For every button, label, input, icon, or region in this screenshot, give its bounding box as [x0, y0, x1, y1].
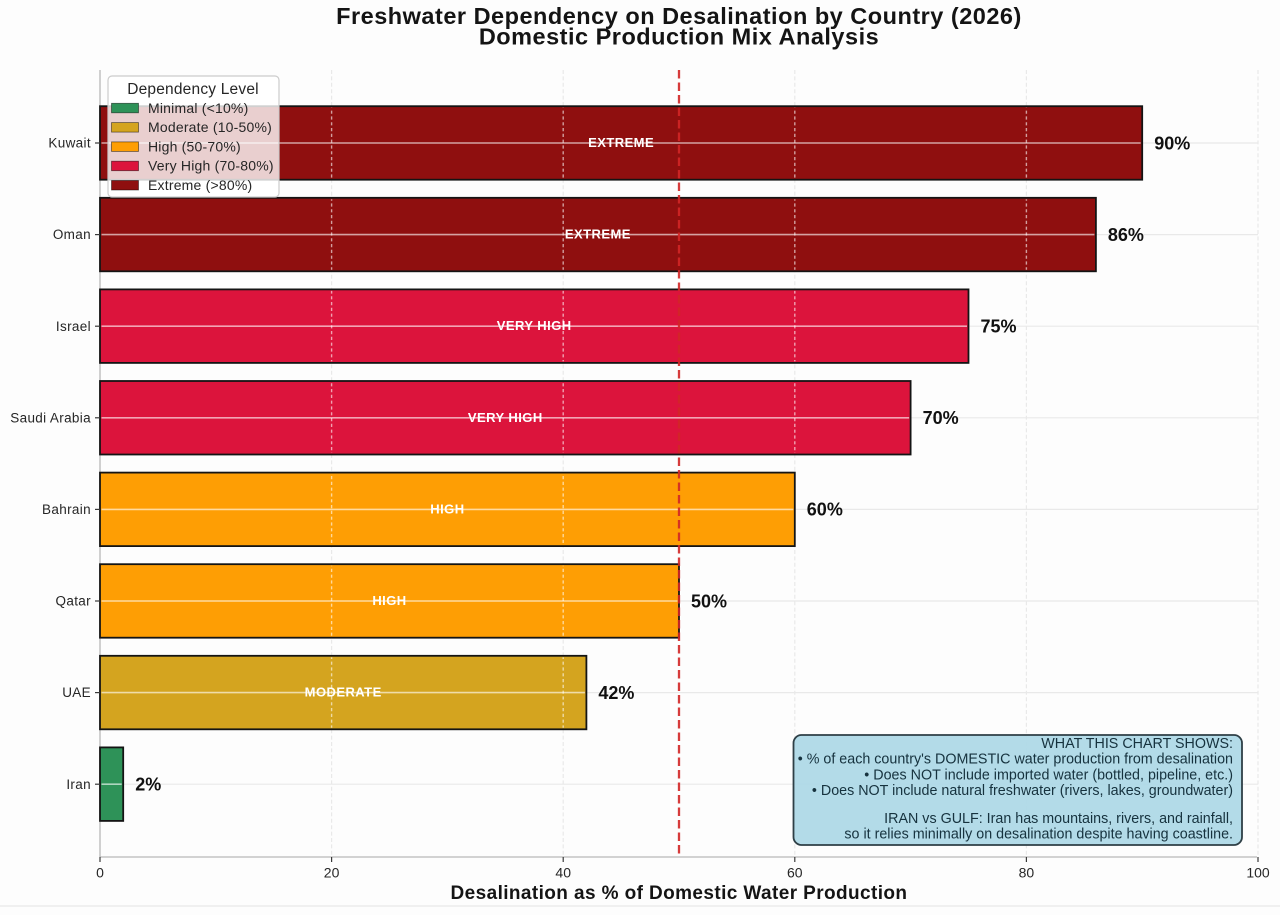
svg-text:90%: 90% [1154, 133, 1190, 153]
svg-text:Saudi Arabia: Saudi Arabia [10, 410, 91, 425]
svg-text:EXTREME: EXTREME [588, 135, 654, 150]
svg-text:Desalination as % of Domestic: Desalination as % of Domestic Water Prod… [451, 883, 908, 904]
svg-text:42%: 42% [598, 683, 634, 703]
svg-text:VERY HIGH: VERY HIGH [497, 318, 572, 333]
svg-text:Minimal (<10%): Minimal (<10%) [148, 100, 248, 116]
svg-text:HIGH: HIGH [372, 593, 406, 608]
svg-text:Qatar: Qatar [55, 594, 91, 609]
svg-text:so it relies minimally on desa: so it relies minimally on desalination d… [844, 827, 1233, 843]
svg-text:• Does NOT include natural fre: • Does NOT include natural freshwater (r… [812, 783, 1233, 799]
svg-text:Iran: Iran [66, 777, 91, 792]
svg-text:Israel: Israel [56, 319, 91, 334]
svg-text:86%: 86% [1108, 225, 1144, 245]
svg-text:HIGH: HIGH [430, 501, 464, 516]
svg-text:Oman: Oman [53, 227, 91, 242]
svg-text:Domestic Production Mix Analys: Domestic Production Mix Analysis [479, 24, 879, 50]
svg-text:EXTREME: EXTREME [565, 227, 631, 242]
svg-text:• Does NOT include imported wa: • Does NOT include imported water (bottl… [864, 767, 1233, 783]
svg-text:2%: 2% [135, 775, 161, 795]
svg-text:VERY HIGH: VERY HIGH [468, 410, 543, 425]
svg-text:Moderate (10-50%): Moderate (10-50%) [148, 119, 272, 135]
svg-text:MODERATE: MODERATE [305, 685, 382, 700]
svg-text:UAE: UAE [62, 685, 91, 700]
svg-text:75%: 75% [981, 317, 1017, 337]
svg-text:Freshwater Dependency on Desal: Freshwater Dependency on Desalination by… [336, 3, 1022, 29]
svg-text:Bahrain: Bahrain [42, 502, 91, 517]
svg-text:WHAT THIS CHART SHOWS:: WHAT THIS CHART SHOWS: [1041, 736, 1233, 752]
svg-text:20: 20 [324, 865, 340, 881]
svg-text:High (50-70%): High (50-70%) [148, 138, 241, 154]
svg-text:• % of each country's DOMESTIC: • % of each country's DOMESTIC water pro… [798, 752, 1233, 768]
svg-text:80: 80 [1019, 865, 1035, 881]
svg-text:100: 100 [1246, 865, 1270, 881]
svg-text:0: 0 [96, 865, 104, 881]
svg-text:Extreme (>80%): Extreme (>80%) [148, 177, 252, 193]
svg-text:Very High (70-80%): Very High (70-80%) [148, 158, 274, 174]
svg-text:60: 60 [787, 865, 803, 881]
svg-text:70%: 70% [923, 408, 959, 428]
svg-text:40: 40 [555, 865, 571, 881]
svg-text:Dependency Level: Dependency Level [127, 81, 259, 98]
svg-text:50%: 50% [691, 591, 727, 611]
svg-text:Kuwait: Kuwait [48, 136, 91, 151]
svg-text:60%: 60% [807, 500, 843, 520]
svg-text:IRAN vs GULF: Iran has mountai: IRAN vs GULF: Iran has mountains, rivers… [884, 811, 1233, 827]
